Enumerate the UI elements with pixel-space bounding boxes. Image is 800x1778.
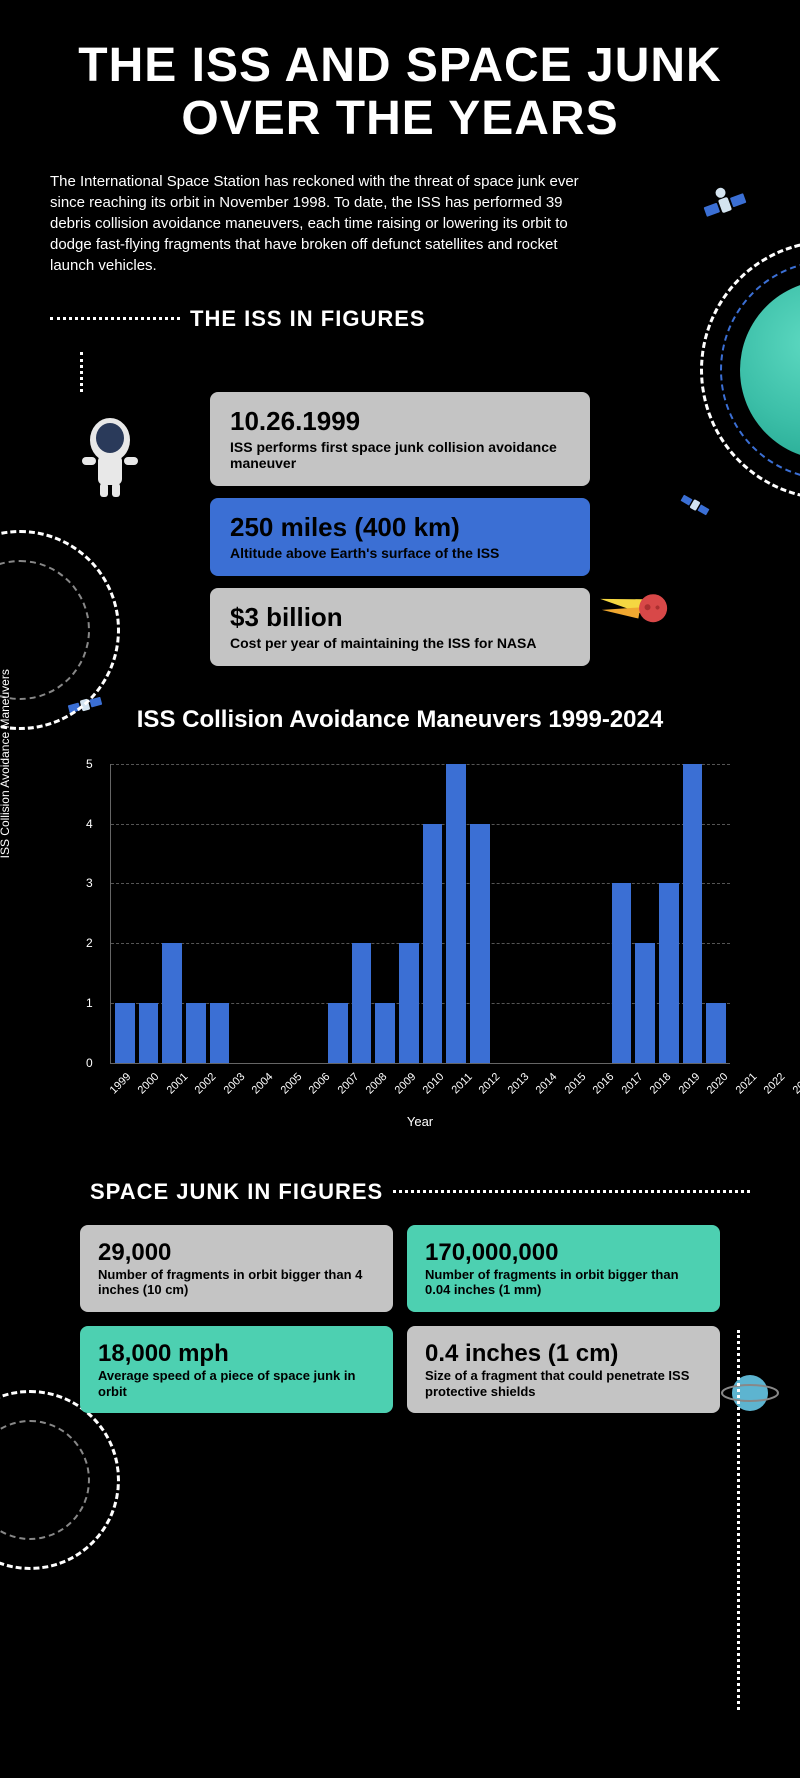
chart-xtick: 2006 xyxy=(307,1071,333,1097)
fact-stat: $3 billion xyxy=(230,602,570,633)
dotted-decoration xyxy=(80,352,750,392)
chart-ytick: 4 xyxy=(86,817,93,831)
chart-xtick: 2003 xyxy=(222,1071,248,1097)
chart-xtick: 2020 xyxy=(705,1071,731,1097)
stat-desc: Size of a fragment that could penetrate … xyxy=(425,1368,702,1399)
chart-xtick: 2022 xyxy=(762,1071,788,1097)
stat-card: 170,000,000Number of fragments in orbit … xyxy=(407,1225,720,1312)
chart-bar xyxy=(186,1003,206,1063)
chart-bar xyxy=(683,764,703,1063)
fact-card: 10.26.1999ISS performs first space junk … xyxy=(210,392,590,487)
chart-bar xyxy=(115,1003,135,1063)
chart-bar xyxy=(470,824,490,1063)
fact-desc: ISS performs first space junk collision … xyxy=(230,439,570,473)
fact-stat: 10.26.1999 xyxy=(230,406,570,437)
chart-ytick: 2 xyxy=(86,936,93,950)
fact-card: $3 billion Cost per year of maintaining t… xyxy=(210,588,590,666)
chart-xtick: 2002 xyxy=(193,1071,219,1097)
fact-cards-container: 10.26.1999ISS performs first space junk … xyxy=(210,392,590,666)
stat-desc: Number of fragments in orbit bigger than… xyxy=(98,1267,375,1298)
chart-xtick: 2017 xyxy=(620,1071,646,1097)
chart-xtick: 2016 xyxy=(591,1071,617,1097)
chart-xtick: 2021 xyxy=(734,1071,760,1097)
chart-xtick: 2008 xyxy=(364,1071,390,1097)
chart-bar xyxy=(328,1003,348,1063)
bottom-cards-container: 29,000Number of fragments in orbit bigge… xyxy=(80,1225,720,1413)
chart-xtick: 1999 xyxy=(108,1071,134,1097)
section-header-junk: SPACE JUNK IN FIGURES xyxy=(50,1179,750,1205)
chart-bar xyxy=(446,764,466,1063)
fact-card: 250 miles (400 km) Altitude above Earth's… xyxy=(210,498,590,576)
chart-ytick: 5 xyxy=(86,757,93,771)
stat-card: 0.4 inches (1 cm)Size of a fragment that… xyxy=(407,1326,720,1413)
chart-bar xyxy=(210,1003,230,1063)
chart-title: ISS Collision Avoidance Maneuvers 1999-2… xyxy=(50,706,750,734)
fact-stat: 250 miles (400 km) xyxy=(230,512,570,543)
chart-bar xyxy=(375,1003,395,1063)
chart-bar xyxy=(352,943,372,1063)
chart-xtick: 2007 xyxy=(336,1071,362,1097)
chart-bar xyxy=(399,943,419,1063)
chart-ylabel: ISS Collision Avoidance Maneuvers xyxy=(0,669,12,858)
chart-xtick: 2005 xyxy=(279,1071,305,1097)
stat-card: 18,000 mphAverage speed of a piece of sp… xyxy=(80,1326,393,1413)
chart-bar xyxy=(423,824,443,1063)
section-header-iss: THE ISS IN FIGURES xyxy=(50,306,750,332)
section-title: THE ISS IN FIGURES xyxy=(190,306,426,332)
intro-text: The International Space Station has reck… xyxy=(50,171,590,276)
chart-xtick: 2014 xyxy=(534,1071,560,1097)
stat-value: 18,000 mph xyxy=(98,1340,375,1368)
chart-bar xyxy=(635,943,655,1063)
chart-xlabel: Year xyxy=(110,1114,730,1129)
chart-xtick: 2023 xyxy=(790,1071,800,1097)
stat-desc: Average speed of a piece of space junk i… xyxy=(98,1368,375,1399)
stat-value: 170,000,000 xyxy=(425,1239,702,1267)
fact-desc: Altitude above Earth's surface of the IS… xyxy=(230,545,570,562)
chart-xtick: 2013 xyxy=(506,1071,532,1097)
chart-ytick: 0 xyxy=(86,1056,93,1070)
chart-bar xyxy=(162,943,182,1063)
stat-value: 29,000 xyxy=(98,1239,375,1267)
chart-bar xyxy=(612,883,632,1062)
chart-xtick: 2009 xyxy=(393,1071,419,1097)
page-title: THE ISS AND SPACE JUNK OVER THE YEARS xyxy=(50,40,750,146)
chart-bar xyxy=(659,883,679,1062)
chart-ytick: 3 xyxy=(86,876,93,890)
chart-xtick: 2011 xyxy=(449,1071,474,1096)
chart-xtick: 2012 xyxy=(477,1071,503,1097)
chart-xtick: 2015 xyxy=(563,1071,589,1097)
stat-desc: Number of fragments in orbit bigger than… xyxy=(425,1267,702,1298)
bar-chart: ISS Collision Avoidance Maneuvers 012345… xyxy=(50,754,750,1139)
chart-xtick: 2010 xyxy=(421,1071,447,1097)
chart-ytick: 1 xyxy=(86,996,93,1010)
chart-xtick: 2000 xyxy=(136,1071,162,1097)
chart-xtick: 2019 xyxy=(677,1071,703,1097)
chart-xtick: 2018 xyxy=(648,1071,674,1097)
chart-xtick: 2004 xyxy=(250,1071,276,1097)
chart-bar xyxy=(139,1003,159,1063)
fact-desc: Cost per year of maintaining the ISS for… xyxy=(230,635,570,652)
chart-xtick: 2001 xyxy=(165,1071,191,1097)
stat-card: 29,000Number of fragments in orbit bigge… xyxy=(80,1225,393,1312)
section-title: SPACE JUNK IN FIGURES xyxy=(90,1179,383,1205)
chart-bar xyxy=(706,1003,726,1063)
stat-value: 0.4 inches (1 cm) xyxy=(425,1340,702,1368)
